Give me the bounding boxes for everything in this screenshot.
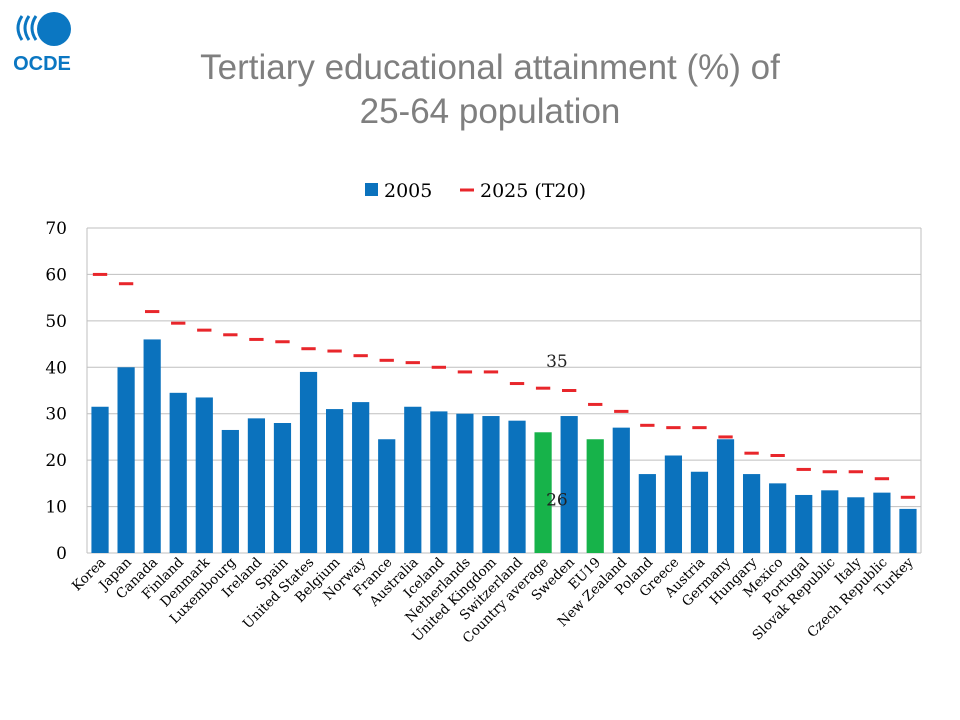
y-axis: 0 10 20 30 40 50 60 70: [45, 219, 67, 564]
bar: [430, 411, 448, 553]
bar: [482, 416, 500, 553]
y-tick-label: 60: [45, 265, 67, 285]
y-tick-label: 40: [45, 358, 67, 378]
annotations: 35 26: [546, 352, 568, 510]
bar: [404, 406, 422, 553]
data-label: 35: [546, 352, 568, 372]
bar: [560, 416, 578, 553]
bar: [899, 508, 917, 553]
data-label: 26: [546, 490, 568, 510]
y-tick-label: 50: [45, 312, 67, 332]
bar: [795, 494, 813, 553]
y-tick-label: 20: [45, 451, 67, 471]
bar: [325, 409, 344, 553]
bar: [456, 413, 474, 553]
bar: [221, 429, 239, 553]
y-tick-label: 70: [45, 219, 67, 239]
bar: [247, 418, 266, 553]
bar: [664, 455, 683, 553]
bar: [508, 420, 526, 553]
title-line-1: Tertiary educational attainment (%) of: [200, 48, 780, 87]
x-axis: KoreaJapanCanadaFinlandDenmarkLuxembourg…: [69, 554, 917, 647]
oecd-logo: OCDE: [8, 10, 80, 78]
bar: [586, 439, 604, 553]
bar: [821, 490, 839, 553]
bar: [716, 439, 735, 553]
legend-label-2005: 2005: [384, 180, 432, 202]
bar: [195, 397, 213, 553]
bar: [143, 339, 161, 553]
bar: [378, 439, 396, 553]
legend-swatch-2005: [365, 183, 378, 196]
bar: [91, 406, 109, 553]
bar: [117, 367, 135, 553]
bar: [690, 471, 709, 553]
bar: [742, 474, 761, 553]
bar: [299, 371, 318, 553]
bar: [273, 423, 292, 553]
bar: [769, 483, 787, 553]
chart-legend: 2005 2025 (T20): [365, 180, 586, 202]
legend-label-2025: 2025 (T20): [480, 180, 586, 202]
oecd-logo-icon: OCDE: [13, 12, 71, 75]
bar: [873, 492, 891, 553]
bar: [638, 474, 656, 553]
bar-series: [91, 339, 917, 553]
bar: [352, 402, 370, 553]
bar: [169, 392, 187, 553]
y-tick-label: 30: [45, 405, 67, 425]
logo-text: OCDE: [13, 53, 71, 75]
target-series: [92, 272, 916, 499]
y-tick-label: 10: [45, 498, 67, 518]
bar: [612, 427, 630, 553]
y-tick-label: 0: [56, 544, 67, 564]
bar: [534, 432, 552, 553]
bar: [847, 497, 865, 553]
title-line-2: 25-64 population: [359, 92, 621, 131]
page-title: Tertiary educational attainment (%) of 2…: [90, 46, 890, 134]
